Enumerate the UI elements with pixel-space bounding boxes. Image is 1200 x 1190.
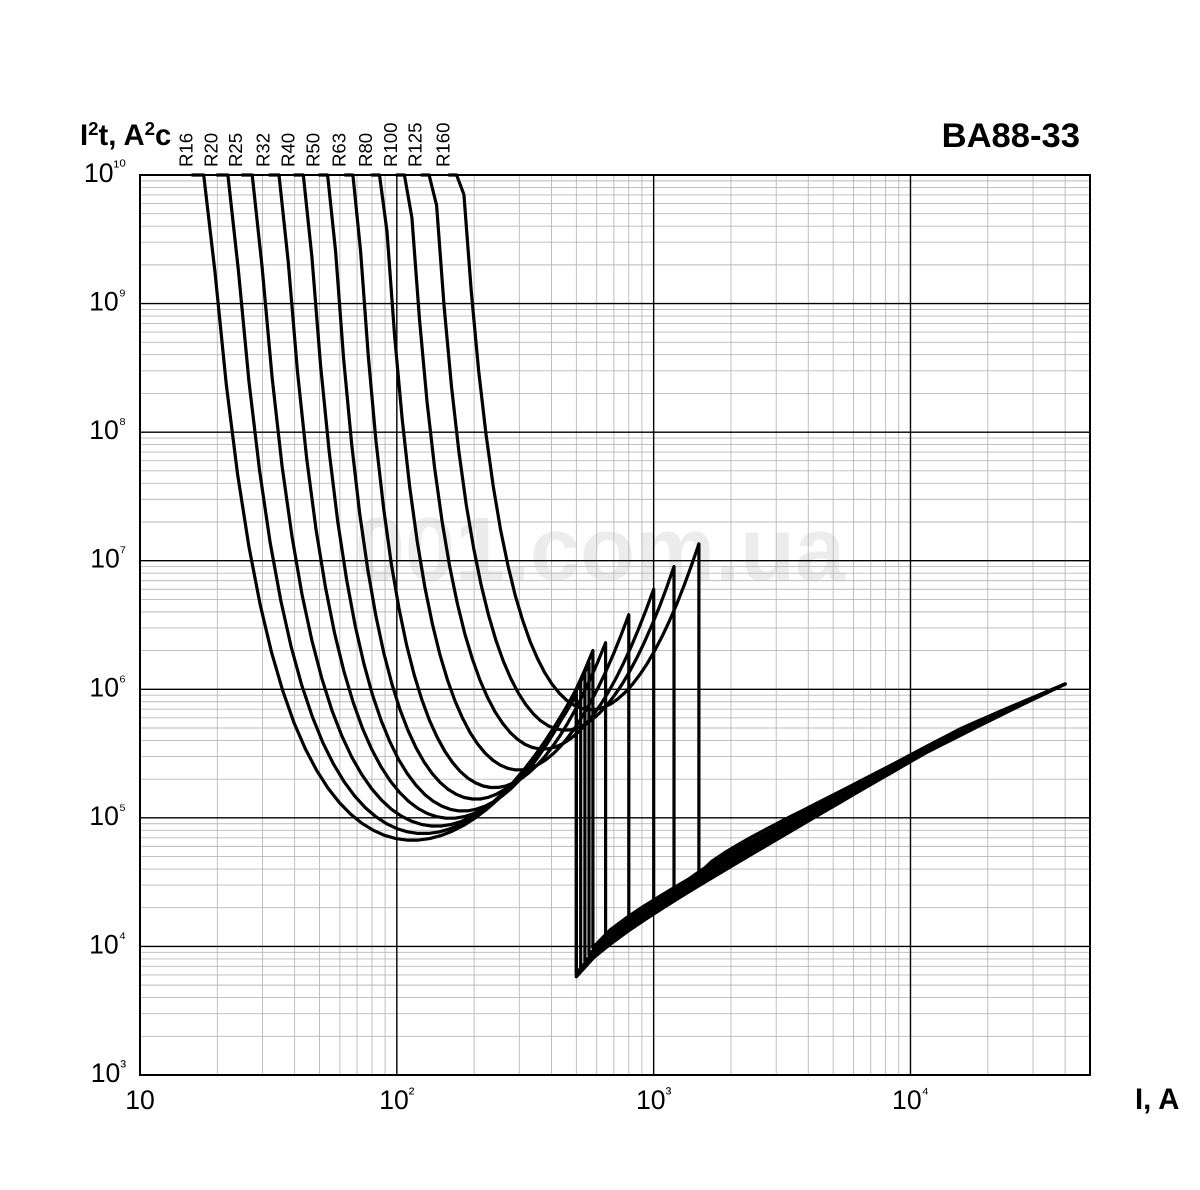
x-tick-label: 10 [125, 1085, 155, 1115]
x-tick-label: 10⁴ [892, 1084, 929, 1115]
series-label: R63 [328, 133, 349, 167]
series-label: R100 [380, 123, 401, 168]
series-label: R50 [303, 133, 324, 167]
series-label: R32 [253, 133, 274, 167]
series-label: R80 [355, 133, 376, 167]
x-tick-label: 10³ [636, 1084, 672, 1115]
y-tick-label: 10³ [91, 1057, 127, 1088]
x-tick-labels: 10 10² 10³ 10⁴ [125, 1084, 929, 1115]
y-tick-label: 10⁶ [89, 671, 126, 702]
i2t-chart: 001.com.ua R16R20R25R32R40R50R63R80R100R… [0, 0, 1200, 1190]
series-label: R125 [405, 123, 426, 168]
y-tick-labels: 10³ 10⁴ 10⁵ 10⁶ 10⁷ 10⁸ 10⁹ 10¹⁰ [84, 157, 126, 1088]
series-label: R160 [432, 123, 453, 168]
x-tick-label: 10² [379, 1084, 415, 1115]
series-labels-group: R16R20R25 R32R40R50R63 R80R100R125 R160 [175, 123, 453, 168]
y-tick-label: 10⁸ [89, 414, 126, 445]
series-label: R16 [175, 133, 196, 167]
series-label: R40 [278, 133, 299, 167]
y-tick-label: 10⁵ [89, 800, 126, 831]
chart-title: BA88-33 [942, 117, 1080, 155]
y-tick-label: 10¹⁰ [84, 157, 126, 188]
y-tick-label: 10⁴ [89, 928, 126, 959]
y-axis-title: I2t, A2c [80, 118, 171, 152]
x-axis-title: I, A [1135, 1084, 1179, 1116]
y-tick-label: 10⁷ [90, 543, 126, 574]
series-label: R20 [200, 133, 221, 167]
series-label: R25 [225, 133, 246, 167]
watermark-text: 001.com.ua [355, 500, 846, 600]
y-tick-label: 10⁹ [89, 286, 126, 317]
chart-container: 001.com.ua R16R20R25R32R40R50R63R80R100R… [0, 0, 1200, 1190]
